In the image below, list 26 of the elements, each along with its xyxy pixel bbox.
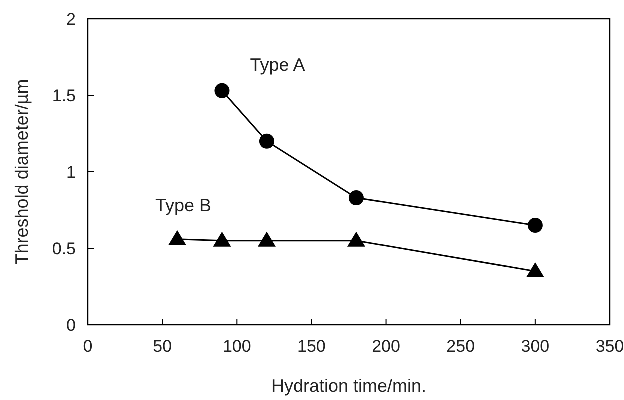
series-label: Type B [155, 196, 212, 216]
y-tick-label: 1.5 [52, 86, 76, 106]
y-tick-label: 0.5 [52, 239, 76, 258]
point [347, 232, 366, 247]
point [258, 232, 276, 247]
point [528, 218, 543, 234]
x-tick-label: 350 [596, 337, 624, 356]
point [259, 134, 274, 149]
point [168, 230, 186, 246]
x-tick-label: 300 [521, 337, 550, 356]
point [348, 190, 364, 206]
point [213, 232, 232, 247]
y-tick-label: 0 [66, 316, 76, 335]
x-axis-title: Hydration time/min. [271, 376, 427, 396]
x-tick-label: 0 [83, 337, 93, 356]
series-label: Type A [250, 55, 306, 76]
y-axis-title: Threshold diameter/µm [12, 79, 32, 265]
point [526, 262, 544, 278]
point [214, 83, 230, 98]
y-tick-label: 2 [66, 10, 76, 29]
x-tick-label: 50 [153, 337, 172, 356]
x-tick-label: 100 [222, 337, 252, 356]
x-tick-label: 200 [372, 337, 400, 356]
y-tick-label: 1 [66, 162, 76, 182]
x-tick-label: 150 [298, 337, 326, 356]
x-tick-label: 250 [446, 337, 476, 356]
